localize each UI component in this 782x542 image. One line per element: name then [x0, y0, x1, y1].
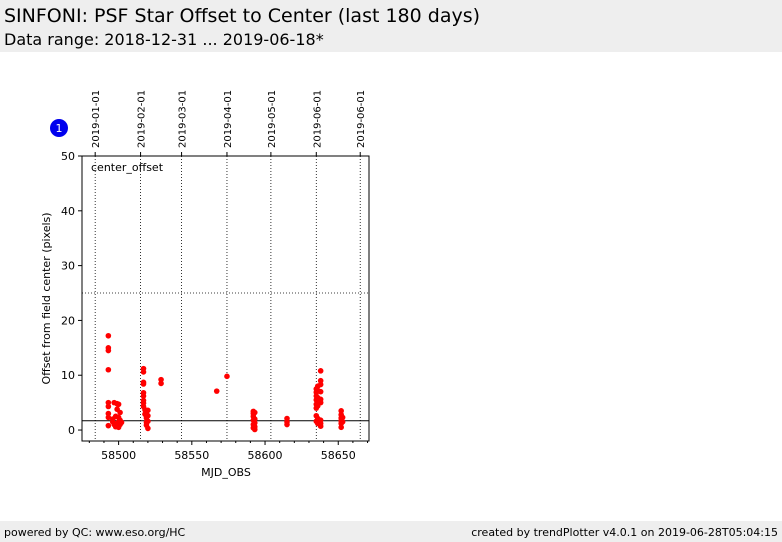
date-axis-ticks: 2019-01-01 2019-02-01 2019-03-01 2019-04-01…	[91, 90, 367, 156]
data-point	[105, 332, 112, 339]
data-point	[339, 419, 346, 425]
plot-frame	[81, 155, 370, 442]
x-tick-label: 58550	[174, 449, 209, 462]
date-tick-label: 2019-05-01	[267, 90, 278, 148]
data-point	[338, 424, 344, 431]
data-point	[317, 381, 324, 388]
info-badge[interactable]: 1	[50, 119, 68, 137]
info-badge-label[interactable]: 1	[56, 122, 63, 135]
y-axis-label: Offset from field center (pixels)	[40, 212, 53, 384]
date-tick-label: 2019-04-01	[223, 90, 234, 148]
data-point	[140, 393, 147, 399]
data-point	[224, 373, 230, 380]
x-axis-ticks: 58500 58550 58600 58650	[88, 441, 369, 462]
data-point	[251, 416, 258, 422]
x-tick-label: 58600	[248, 449, 283, 462]
date-tick-label: 2019-06-01	[356, 90, 367, 148]
data-point	[213, 388, 220, 394]
y-tick-label: 20	[61, 314, 75, 327]
footer-powered-by: powered by QC: www.eso.org/HC	[4, 526, 186, 539]
data-point	[105, 347, 112, 354]
data-point	[317, 377, 324, 384]
data-point	[251, 409, 258, 416]
data-point	[317, 388, 324, 395]
data-point	[251, 426, 258, 433]
reference-lines	[82, 292, 369, 422]
data-point	[145, 412, 151, 419]
date-tick-label: 2019-03-01	[178, 90, 189, 148]
y-tick-label: 50	[61, 150, 75, 163]
y-axis-ticks: 0 10 20 30 40 50	[61, 150, 82, 437]
data-point	[118, 419, 125, 426]
data-point	[338, 408, 344, 414]
data-point	[140, 369, 147, 375]
data-point	[105, 414, 112, 421]
x-tick-label: 58500	[101, 449, 136, 462]
data-point	[145, 425, 151, 432]
report-header: SINFONI: PSF Star Offset to Center (last…	[0, 0, 782, 52]
data-point	[105, 422, 112, 429]
data-point	[317, 399, 324, 406]
data-point	[115, 401, 122, 408]
y-tick-label: 40	[61, 205, 75, 218]
date-tick-label: 2019-02-01	[137, 90, 148, 148]
footer-created-by: created by trendPlotter v4.0.1 on 2019-0…	[471, 526, 778, 539]
data-range-subtitle: Data range: 2018-12-31 ... 2019-06-18*	[4, 30, 324, 49]
data-point	[105, 366, 112, 373]
data-point	[317, 368, 324, 374]
data-point	[339, 414, 346, 421]
data-point	[140, 381, 147, 387]
info-badge-circle[interactable]	[50, 119, 68, 137]
data-point	[105, 403, 112, 410]
y-tick-label: 30	[61, 260, 75, 273]
data-points	[105, 332, 346, 433]
date-tick-label: 2019-01-01	[91, 90, 102, 148]
data-point	[105, 399, 112, 406]
data-point	[145, 418, 151, 425]
y-tick-label: 10	[61, 369, 75, 382]
data-point	[117, 409, 123, 416]
data-point	[158, 376, 164, 383]
date-tick-label: 2019-06-01	[312, 90, 323, 148]
data-point	[105, 410, 112, 417]
x-tick-label: 58650	[321, 449, 356, 462]
data-point	[251, 420, 258, 426]
x-axis-label: MJD_OBS	[201, 466, 251, 479]
y-tick-label: 0	[68, 424, 75, 437]
data-point	[158, 380, 164, 387]
data-point	[284, 421, 290, 428]
offset-scatter-chart: 1 58500 58550 58600 58650 0 10 20 30 40 50 2019-…	[40, 90, 370, 479]
report-footer: powered by QC: www.eso.org/HC created by…	[0, 521, 782, 542]
data-point	[145, 407, 151, 414]
page-title: SINFONI: PSF Star Offset to Center (last…	[4, 5, 481, 27]
series-annotation: center_offset	[91, 161, 164, 174]
data-point	[317, 423, 324, 430]
